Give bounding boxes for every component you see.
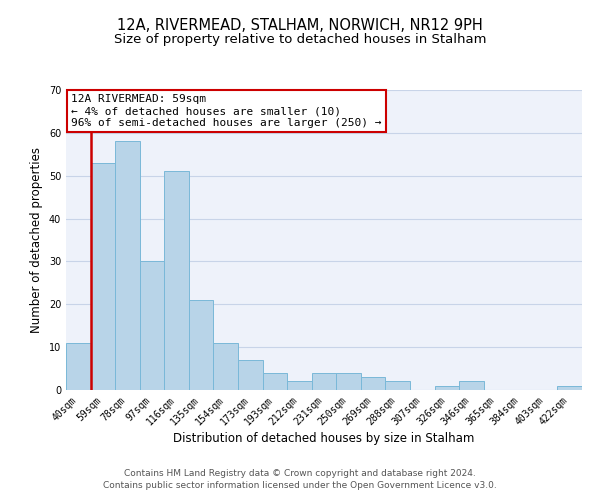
- Text: 12A, RIVERMEAD, STALHAM, NORWICH, NR12 9PH: 12A, RIVERMEAD, STALHAM, NORWICH, NR12 9…: [117, 18, 483, 32]
- Bar: [91, 163, 115, 390]
- Text: Size of property relative to detached houses in Stalham: Size of property relative to detached ho…: [114, 32, 486, 46]
- Bar: [164, 172, 189, 390]
- Y-axis label: Number of detached properties: Number of detached properties: [30, 147, 43, 333]
- Bar: [385, 382, 410, 390]
- Bar: [214, 343, 238, 390]
- Bar: [287, 382, 312, 390]
- Bar: [361, 377, 385, 390]
- Bar: [140, 262, 164, 390]
- Bar: [66, 343, 91, 390]
- Bar: [263, 373, 287, 390]
- Bar: [312, 373, 336, 390]
- Bar: [115, 142, 140, 390]
- Bar: [336, 373, 361, 390]
- Text: Contains HM Land Registry data © Crown copyright and database right 2024.: Contains HM Land Registry data © Crown c…: [124, 470, 476, 478]
- X-axis label: Distribution of detached houses by size in Stalham: Distribution of detached houses by size …: [173, 432, 475, 446]
- Bar: [434, 386, 459, 390]
- Bar: [459, 382, 484, 390]
- Text: Contains public sector information licensed under the Open Government Licence v3: Contains public sector information licen…: [103, 480, 497, 490]
- Bar: [238, 360, 263, 390]
- Text: 12A RIVERMEAD: 59sqm
← 4% of detached houses are smaller (10)
96% of semi-detach: 12A RIVERMEAD: 59sqm ← 4% of detached ho…: [71, 94, 382, 128]
- Bar: [189, 300, 214, 390]
- Bar: [557, 386, 582, 390]
